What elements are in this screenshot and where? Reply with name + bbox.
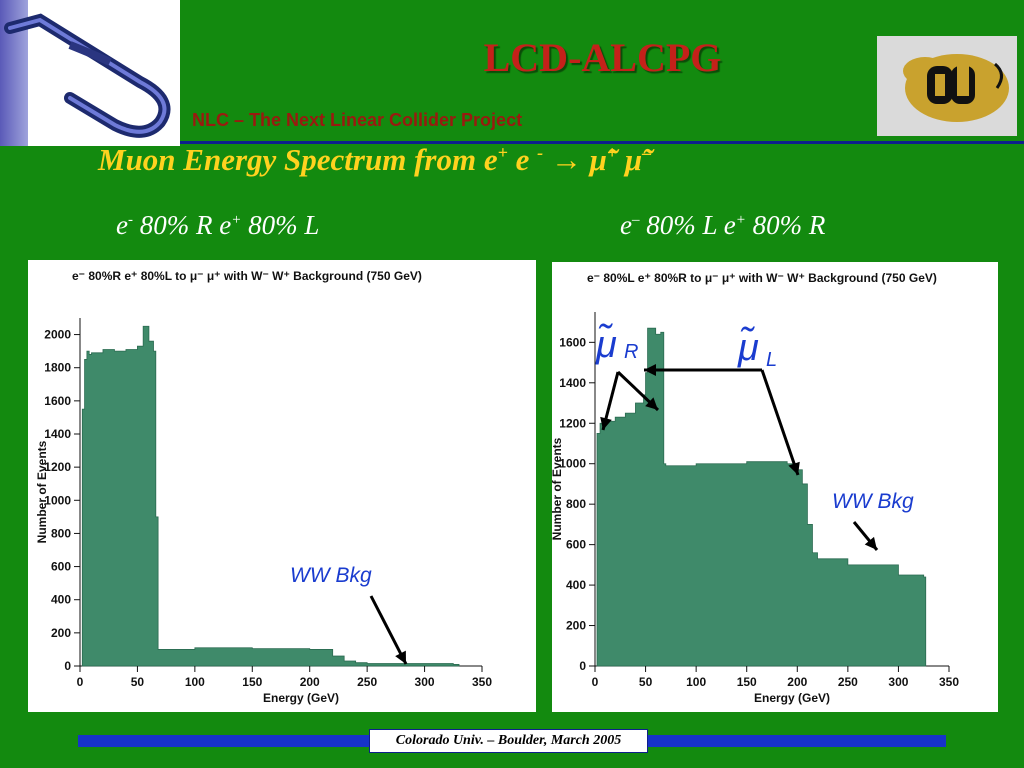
cu-logo-graphic [903, 54, 1009, 122]
y-tick-label: 400 [51, 593, 71, 607]
histogram-bars [81, 325, 460, 667]
y-tick-label: 1200 [559, 416, 586, 430]
x-tick-label: 100 [686, 675, 706, 689]
cu-buffalo-logo-icon [877, 36, 1017, 136]
right-panel-label: e– 80% L e+ 80% R [620, 210, 825, 241]
x-tick-label: 200 [787, 675, 807, 689]
x-tick-label: 300 [888, 675, 908, 689]
y-axis-label: Number of Events [35, 440, 49, 543]
chart-title: e⁻ 80%R e⁺ 80%L to μ⁻ μ⁺ with W⁻ W⁺ Back… [72, 269, 422, 283]
histogram-bars [596, 327, 927, 667]
right-label-t2: 80% R [745, 210, 826, 240]
x-tick-label: 0 [592, 675, 599, 689]
y-tick-label: 1800 [44, 361, 71, 375]
y-tick-label: 800 [566, 497, 586, 511]
y-tick-label: 1000 [559, 457, 586, 471]
left-histogram: e⁻ 80%R e⁺ 80%L to μ⁻ μ⁺ with W⁻ W⁺ Back… [35, 269, 492, 705]
smuon-l-arrow-down [760, 369, 800, 476]
y-tick-label: 400 [566, 578, 586, 592]
heading-text: Muon Energy Spectrum from e [98, 142, 498, 177]
slide-subtitle: NLC – The Next Linear Collider Project [192, 110, 523, 130]
smuon-r-label: μ̃ [595, 323, 617, 366]
y-tick-label: 0 [64, 659, 71, 673]
y-tick-label: 800 [51, 526, 71, 540]
right-label-s2: + [735, 212, 746, 228]
y-tick-label: 200 [51, 626, 71, 640]
right-label-s1: – [631, 212, 640, 228]
smuon-l-sub: L [766, 349, 777, 371]
x-tick-label: 0 [77, 675, 84, 689]
ww-bkg-label-right: WW Bkg [832, 490, 914, 513]
right-histogram: e⁻ 80%L e⁺ 80%R to μ⁻ μ⁺ with W⁻ W⁺ Back… [550, 271, 959, 705]
chart-title: e⁻ 80%L e⁺ 80%R to μ⁻ μ⁺ with W⁻ W⁺ Back… [587, 271, 937, 285]
y-tick-label: 1200 [44, 460, 71, 474]
heading-smuon2-sup: – [642, 142, 652, 163]
smuon-l-arrow-down-head [788, 461, 800, 475]
heading-smuon: μ̃ [589, 142, 607, 177]
x-tick-label: 100 [185, 675, 205, 689]
right-label-t1: 80% L e [639, 210, 736, 240]
footer-box [369, 729, 648, 753]
y-tick-label: 2000 [44, 328, 71, 342]
x-axis-label: Energy (GeV) [263, 691, 339, 705]
nlc-logo-graphic [4, 13, 171, 138]
header-rule [180, 141, 1024, 144]
smuon-r-arrow-left-head [600, 416, 612, 430]
smuon-r-arrow-right-head [645, 397, 658, 410]
smuon-l-arrow-head-head [644, 364, 656, 376]
y-tick-label: 600 [566, 538, 586, 552]
y-tick-label: 1600 [44, 394, 71, 408]
y-tick-label: 0 [579, 659, 586, 673]
nlc-logo-icon [0, 0, 180, 146]
x-tick-label: 300 [415, 675, 435, 689]
x-tick-label: 350 [472, 675, 492, 689]
y-tick-label: 1400 [44, 427, 71, 441]
right-chart-panel: e⁻ 80%L e⁺ 80%R to μ⁻ μ⁺ with W⁻ W⁺ Back… [550, 262, 998, 712]
x-tick-label: 250 [357, 675, 377, 689]
ww-bkg-arrow-right-head [864, 536, 877, 550]
left-label-e1: e [116, 210, 128, 240]
right-label-e1: e [620, 210, 632, 240]
smuon-l-label: μ̃ [737, 326, 759, 369]
footer-text: Colorado Univ. – Boulder, March 2005 [395, 733, 622, 748]
heading-smuon-sup: + [606, 142, 618, 163]
x-axis-label: Energy (GeV) [754, 691, 830, 705]
y-axis-label: Number of Events [552, 437, 564, 540]
x-tick-label: 50 [639, 675, 653, 689]
heading-mid: e [507, 142, 538, 177]
x-tick-label: 350 [939, 675, 959, 689]
left-label-t2: 80% L [241, 210, 320, 240]
spectrum-heading: Muon Energy Spectrum from e+ e - → μ̃+ μ… [98, 142, 651, 178]
slide-title: LCD-ALCPG [483, 35, 722, 80]
x-tick-label: 50 [131, 675, 145, 689]
heading-sup-minus: - [537, 142, 544, 163]
left-chart-panel: e⁻ 80%R e⁺ 80%L to μ⁻ μ⁺ with W⁻ W⁺ Back… [28, 260, 536, 712]
left-label-t1: 80% R e [132, 210, 232, 240]
left-label-s2: + [231, 212, 242, 228]
y-tick-label: 1400 [559, 376, 586, 390]
heading-smuon2: μ̃ [617, 142, 643, 177]
left-label-s1: - [127, 212, 133, 228]
x-tick-label: 250 [838, 675, 858, 689]
heading-arrow: → [543, 142, 590, 177]
y-tick-label: 600 [51, 560, 71, 574]
x-tick-label: 200 [300, 675, 320, 689]
ww-bkg-arrow-left [369, 595, 408, 665]
x-tick-label: 150 [242, 675, 262, 689]
y-tick-label: 1000 [44, 493, 71, 507]
y-tick-label: 200 [566, 619, 586, 633]
smuon-r-sub: R [624, 341, 638, 363]
x-tick-label: 150 [737, 675, 757, 689]
ww-bkg-arrow-left-head [395, 650, 406, 664]
ww-bkg-label-left: WW Bkg [290, 564, 372, 587]
left-panel-label: e- 80% R e+ 80% L [116, 210, 319, 241]
heading-sup-plus: + [497, 142, 508, 163]
y-tick-label: 1600 [559, 335, 586, 349]
